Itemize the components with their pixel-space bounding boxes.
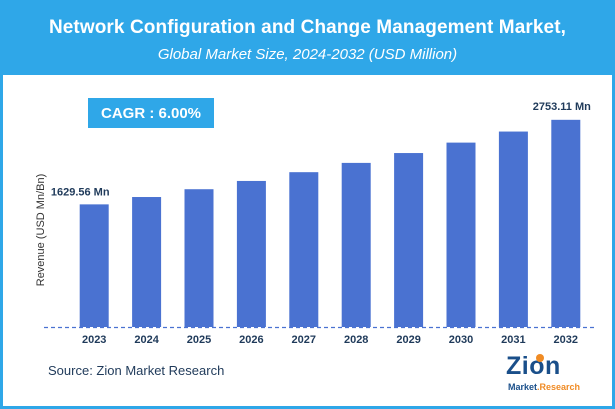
bar-2030 (446, 142, 476, 327)
bar-2029 (394, 153, 424, 327)
cagr-badge: CAGR : 6.00% (88, 98, 214, 128)
x-tick-label-2030: 2030 (449, 334, 473, 346)
x-tick-label-2029: 2029 (396, 334, 420, 346)
bar-2028 (341, 162, 371, 327)
zion-logo: Zion Market.Research (506, 352, 580, 398)
bar-2027 (289, 172, 319, 327)
data-label-first: 1629.56 Mn (51, 186, 110, 198)
x-tick-label-2025: 2025 (187, 334, 211, 346)
bar-2025 (184, 189, 214, 327)
logo-sub-left: Market (508, 382, 538, 392)
chart-title: Network Configuration and Change Managem… (48, 17, 567, 38)
x-tick-label-2032: 2032 (554, 334, 578, 346)
x-tick-label-2023: 2023 (82, 334, 106, 346)
chart-subtitle: Global Market Size, 2024-2032 (USD Milli… (157, 46, 458, 63)
data-label-last: 2753.11 Mn (533, 101, 591, 113)
logo-dot-icon (536, 354, 544, 362)
bar-2023 (79, 204, 109, 327)
source-note: Source: Zion Market Research (48, 363, 225, 378)
x-tick-label-2031: 2031 (501, 334, 525, 346)
logo-subtitle: Market.Research (508, 382, 580, 392)
header-banner: Network Configuration and Change Managem… (3, 3, 612, 75)
logo-sub-right: .Research (537, 382, 581, 392)
bar-2031 (498, 131, 528, 327)
bar-2024 (132, 197, 162, 327)
y-axis-label: Revenue (USD Mn/Bn) (35, 174, 47, 287)
x-tick-label-2024: 2024 (134, 334, 159, 346)
bar-2032 (551, 119, 581, 327)
logo-wordmark: Zion (506, 352, 561, 380)
bar-2026 (236, 180, 266, 327)
x-tick-label-2027: 2027 (292, 334, 316, 346)
x-tick-label-2028: 2028 (344, 334, 368, 346)
x-tick-label-2026: 2026 (239, 334, 263, 346)
